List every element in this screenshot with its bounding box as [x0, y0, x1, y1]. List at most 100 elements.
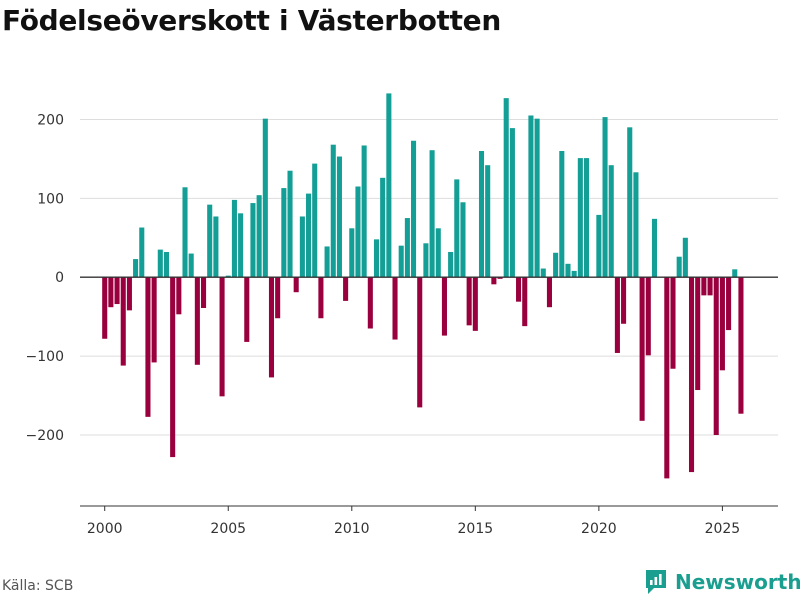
bar	[726, 277, 732, 331]
bar	[256, 195, 262, 278]
bar	[108, 277, 114, 308]
source-label: Källa: SCB	[2, 578, 74, 594]
bar	[645, 277, 651, 356]
bar	[516, 277, 522, 302]
bar	[404, 218, 410, 278]
bar	[707, 277, 713, 296]
bar	[583, 158, 590, 278]
bar	[478, 151, 485, 278]
bar	[429, 150, 435, 278]
bar	[423, 243, 429, 278]
bar	[676, 256, 682, 278]
axes: −200 −100 0 100 200 2000 2005 2010 2015 2020 2025	[26, 112, 778, 537]
bar	[188, 253, 194, 278]
bar	[614, 277, 620, 353]
bar	[114, 277, 120, 305]
bar	[275, 277, 281, 319]
x-tick-label: 2005	[210, 521, 246, 537]
bar	[219, 277, 225, 397]
bar	[349, 228, 355, 278]
bar	[602, 117, 608, 278]
bar	[299, 216, 305, 278]
bar	[497, 277, 503, 279]
y-tick-label: −100	[26, 349, 64, 365]
brand-logo[interactable]: Newsworthy	[644, 568, 800, 596]
bar	[330, 144, 336, 278]
x-tick-label: 2025	[705, 521, 741, 537]
bar	[139, 227, 145, 278]
bar	[102, 277, 108, 339]
y-tick-label: −200	[26, 428, 64, 444]
x-tick-label: 2020	[581, 521, 617, 537]
bar	[145, 277, 151, 417]
bar	[157, 249, 163, 278]
brand-name: Newsworthy	[675, 570, 800, 594]
bar	[120, 277, 126, 366]
bar	[306, 193, 312, 278]
newsworthy-logo-icon	[646, 570, 666, 594]
bar	[151, 277, 157, 363]
bar	[207, 204, 213, 278]
bar	[355, 186, 361, 278]
bar	[225, 275, 231, 278]
bar	[373, 239, 380, 278]
bar	[713, 277, 719, 435]
bar	[386, 93, 392, 278]
bar	[540, 268, 546, 278]
bar	[312, 163, 318, 278]
bar	[411, 140, 417, 278]
x-tick-label: 2000	[87, 521, 123, 537]
bar	[633, 172, 639, 278]
bar	[133, 259, 139, 278]
bar	[392, 277, 398, 340]
bar	[417, 277, 423, 408]
bar	[213, 216, 219, 278]
bar	[701, 277, 707, 296]
bar	[201, 277, 207, 308]
bar	[448, 251, 454, 278]
bar	[250, 203, 256, 278]
bar	[565, 263, 571, 278]
bars	[102, 93, 744, 479]
bar	[176, 277, 182, 315]
chart-title: Födelseöverskott i Västerbotten	[2, 4, 501, 37]
bar	[244, 277, 250, 342]
bar	[262, 118, 268, 278]
bar	[182, 187, 188, 278]
bar	[639, 277, 645, 421]
bar	[682, 237, 688, 278]
bar	[367, 277, 373, 329]
bar	[719, 277, 725, 371]
bar	[460, 202, 466, 278]
bar	[621, 277, 627, 324]
y-tick-label: 200	[37, 112, 64, 128]
bar	[163, 251, 170, 278]
x-tick-label: 2015	[458, 521, 494, 537]
bar	[336, 156, 342, 278]
bar	[126, 277, 132, 311]
bar	[695, 277, 701, 391]
bar	[343, 277, 349, 301]
bar	[238, 213, 244, 278]
bar	[324, 246, 330, 278]
bar	[546, 277, 552, 308]
bar	[472, 277, 478, 331]
bar	[194, 277, 200, 365]
bar	[738, 277, 744, 414]
bar	[509, 128, 515, 278]
bar	[596, 214, 602, 278]
bar	[608, 165, 614, 278]
bar	[380, 177, 386, 278]
bar	[466, 277, 472, 326]
bar	[398, 245, 404, 278]
bar	[293, 277, 299, 293]
bar	[485, 165, 491, 278]
bar	[732, 269, 738, 278]
bar	[553, 252, 559, 278]
bar	[281, 188, 287, 278]
bar	[268, 277, 275, 378]
y-tick-label: 100	[37, 191, 64, 207]
bar	[559, 151, 565, 278]
bar	[318, 277, 324, 319]
